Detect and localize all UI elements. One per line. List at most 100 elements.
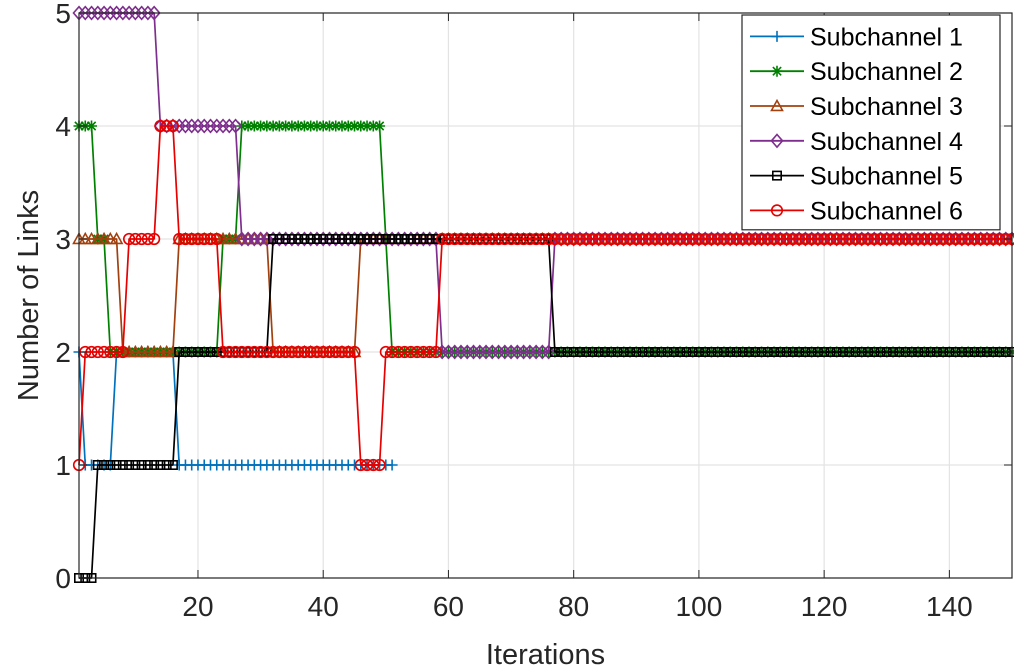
data-point	[122, 232, 136, 246]
data-point	[754, 231, 769, 247]
data-point	[830, 231, 844, 247]
data-point	[898, 231, 913, 247]
data-point	[861, 231, 875, 247]
data-point	[894, 346, 905, 357]
data-point	[336, 234, 347, 245]
data-point	[612, 346, 623, 357]
data-point	[479, 232, 493, 246]
data-point	[141, 232, 154, 246]
x-axis-label: Iterations	[486, 639, 605, 671]
legend: Subchannel 1 Subchannel 2 Subchannel 3 Subc…	[741, 14, 1001, 231]
data-point	[567, 232, 580, 246]
data-point	[987, 232, 1000, 246]
data-point	[762, 346, 773, 357]
data-point	[197, 118, 211, 134]
data-point	[530, 232, 543, 246]
data-point	[130, 459, 141, 470]
data-point	[698, 231, 712, 247]
data-point	[568, 346, 579, 357]
data-point	[248, 345, 261, 359]
data-point	[398, 345, 411, 359]
data-point	[286, 234, 297, 245]
data-point	[110, 5, 124, 21]
data-point	[498, 344, 512, 360]
data-point	[917, 231, 931, 247]
data-point	[963, 346, 974, 357]
data-point	[755, 232, 768, 246]
data-point	[642, 231, 656, 247]
data-point	[498, 232, 511, 246]
data-point	[136, 459, 147, 470]
data-point	[881, 346, 892, 357]
legend-label: Subchannel 6	[810, 197, 963, 225]
legend-item: Subchannel 2	[750, 58, 963, 86]
data-point	[780, 231, 794, 247]
data-point	[873, 231, 888, 247]
data-point	[805, 232, 818, 246]
y-tick-label: 3	[55, 224, 71, 255]
data-point	[109, 231, 124, 245]
x-tick-label: 140	[926, 591, 973, 622]
data-point	[542, 344, 556, 360]
data-point	[348, 345, 361, 359]
data-point	[349, 120, 361, 132]
data-point	[992, 231, 1007, 247]
data-point	[535, 344, 549, 360]
series-line	[78, 351, 393, 466]
data-point	[104, 345, 117, 359]
data-point	[725, 346, 736, 357]
data-point	[625, 346, 636, 357]
data-point	[771, 65, 783, 77]
data-point	[648, 232, 662, 246]
data-point	[869, 346, 880, 357]
data-point	[418, 234, 429, 245]
data-point	[823, 231, 837, 247]
data-point	[856, 346, 867, 357]
data-point	[548, 231, 562, 247]
data-point	[892, 231, 906, 247]
legend-item: Subchannel 1	[750, 23, 963, 51]
data-point	[268, 234, 279, 245]
data-point	[736, 232, 749, 246]
data-point	[504, 232, 518, 246]
data-point	[517, 232, 530, 246]
data-point	[323, 345, 336, 359]
data-point	[599, 346, 610, 357]
data-point	[886, 231, 900, 247]
data-point	[441, 344, 456, 360]
data-point	[448, 232, 461, 246]
data-point	[900, 346, 911, 357]
data-point	[717, 232, 731, 246]
data-point	[761, 231, 775, 247]
data-point	[199, 346, 210, 357]
data-point	[668, 346, 679, 357]
data-point	[154, 119, 167, 133]
data-point	[949, 232, 962, 246]
data-point	[361, 120, 373, 132]
data-point	[235, 345, 248, 359]
data-point	[260, 231, 274, 247]
data-point	[949, 231, 963, 247]
data-point	[160, 118, 174, 134]
data-point	[317, 120, 329, 132]
data-point	[179, 232, 192, 246]
data-point	[643, 346, 654, 357]
legend-item: Subchannel 3	[750, 93, 963, 121]
data-point	[742, 232, 756, 246]
data-point	[280, 120, 292, 132]
data-point	[228, 118, 243, 134]
data-point	[980, 232, 994, 246]
data-point	[91, 345, 104, 359]
data-point	[467, 232, 480, 246]
data-point	[825, 346, 836, 357]
data-point	[461, 232, 474, 246]
data-point	[523, 344, 537, 360]
data-point	[223, 345, 236, 359]
data-point	[780, 232, 793, 246]
data-point	[492, 232, 505, 246]
x-tick-label: 120	[801, 591, 848, 622]
data-point	[286, 120, 298, 132]
data-point	[893, 232, 906, 246]
data-point	[442, 232, 455, 246]
data-point	[555, 232, 568, 246]
